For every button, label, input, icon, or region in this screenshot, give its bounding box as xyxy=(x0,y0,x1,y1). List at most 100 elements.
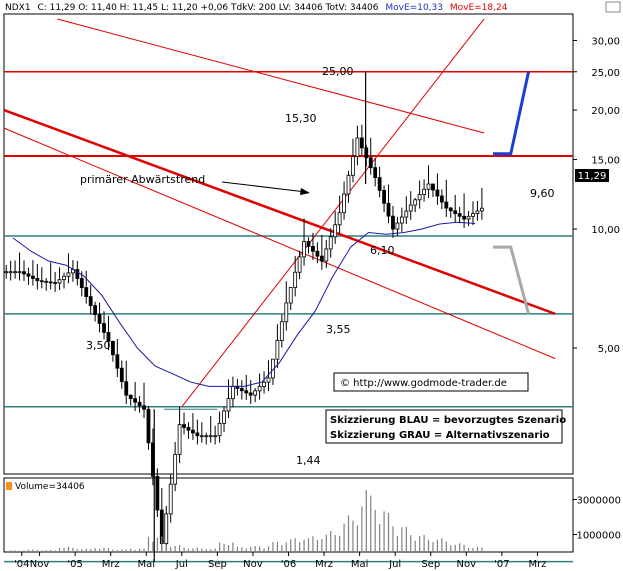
candle-body xyxy=(417,194,422,201)
x-tick-label: Jul xyxy=(175,559,188,570)
candle-body xyxy=(53,282,58,284)
trend-line-1 xyxy=(3,127,556,360)
candle-body xyxy=(8,271,13,274)
candle-body xyxy=(199,435,204,438)
candle-body xyxy=(319,255,324,262)
x-tick-label: '06 xyxy=(281,559,296,570)
candle-body xyxy=(191,429,195,434)
volume-bars: 1000000 3000000 xyxy=(5,489,621,552)
header-quote-values: C: 11,29 O: 11,40 H: 11,45 L: 11,20 +0,0… xyxy=(37,3,378,13)
trend-line-3 xyxy=(57,18,485,134)
candle-body xyxy=(75,269,80,279)
x-tick-label: Nov xyxy=(457,559,477,570)
candle-body xyxy=(48,281,53,284)
x-tick-label: Mrz xyxy=(102,559,120,570)
candle-body xyxy=(279,321,284,341)
candle-body xyxy=(142,405,146,410)
trend-arrow-line xyxy=(221,181,307,193)
x-tick-label: Nov xyxy=(30,559,50,570)
candle-body xyxy=(413,199,418,206)
candle-body xyxy=(382,190,386,204)
candle-body xyxy=(266,377,271,383)
scenario-blue xyxy=(492,71,531,156)
candle-body xyxy=(435,189,440,197)
candle-body xyxy=(208,435,213,438)
candle-body xyxy=(462,215,466,220)
x-tick-label: '04 xyxy=(14,559,29,570)
candle-body xyxy=(231,385,235,400)
candle-body xyxy=(275,340,280,360)
legend-grey-text: Skizzierung GRAU = Alternativszenario xyxy=(330,430,550,441)
candle-body xyxy=(466,215,471,220)
scenario-sketches xyxy=(492,71,531,315)
label-level-25: 25,00 xyxy=(322,65,354,78)
candle-body xyxy=(302,241,306,258)
candle-body xyxy=(306,241,311,247)
candle-body xyxy=(395,222,400,230)
x-tick-label: Mai xyxy=(351,559,369,570)
candle-body xyxy=(448,207,453,212)
price-panel-frame xyxy=(3,13,574,475)
volume-y-tick-label: 1000000 xyxy=(576,531,621,542)
candle-body xyxy=(213,435,218,438)
candle-body xyxy=(30,275,35,279)
y-tick-label: 15,00 xyxy=(591,155,620,166)
candle-body xyxy=(217,422,222,437)
candle-body xyxy=(346,174,351,195)
label-level-610: 6,10 xyxy=(370,244,395,257)
candle-body xyxy=(97,314,102,324)
candle-body xyxy=(351,156,355,176)
y-tick-label: 10,00 xyxy=(591,225,620,236)
candle-body xyxy=(66,272,71,277)
candle-body xyxy=(391,215,395,230)
candle-body xyxy=(399,216,404,224)
candle-body xyxy=(408,204,413,212)
last-price-tag xyxy=(575,169,609,182)
candle-body xyxy=(479,207,484,212)
candle-body xyxy=(248,392,253,396)
legend-box xyxy=(325,409,563,444)
candle-body xyxy=(128,394,133,400)
volume-swatch xyxy=(6,482,12,490)
candle-body xyxy=(359,137,364,149)
candle-body xyxy=(177,424,182,455)
candle-body xyxy=(311,245,315,252)
x-tick-label: Sep xyxy=(208,559,227,570)
candle-body xyxy=(106,331,111,342)
candle-body xyxy=(333,224,338,238)
candle-body xyxy=(439,195,444,203)
candle-body xyxy=(57,279,62,284)
candle-body xyxy=(475,210,480,215)
volume-label: Volume=34406 xyxy=(15,482,85,492)
candle-body xyxy=(337,212,342,226)
candle-body xyxy=(88,296,93,307)
candle-body xyxy=(17,271,22,274)
label-trend: primärer Abwärtstrend xyxy=(80,173,205,186)
candle-body xyxy=(195,432,200,437)
candle-body xyxy=(84,287,89,298)
candle-body xyxy=(13,271,18,274)
corner-marker xyxy=(605,1,621,13)
candle-body xyxy=(324,248,329,262)
candle-body xyxy=(155,476,160,511)
moving-average xyxy=(12,221,476,387)
header-quote: NDX1 C: 11,29 O: 11,40 H: 11,45 L: 11,20… xyxy=(5,3,508,13)
copyright-box xyxy=(333,372,529,392)
candle-body xyxy=(364,147,369,159)
x-tick-label: Nov xyxy=(243,559,263,570)
moving-average-line xyxy=(12,221,476,387)
x-tick-label: Mai xyxy=(137,559,155,570)
candle-body xyxy=(471,213,475,217)
candle-body xyxy=(293,271,298,289)
x-tick-label: Jul xyxy=(388,559,401,570)
copyright-text: © http://www.godmode-trader.de xyxy=(340,378,507,389)
candle-body xyxy=(328,236,333,250)
candle-body xyxy=(257,386,262,392)
x-axis: '04 Nov '05 Mrz Mai Jul Sep Nov '06 Mrz Mai Jul Sep N… xyxy=(14,552,546,570)
label-level-144: 1,44 xyxy=(296,454,321,467)
candle-body xyxy=(253,390,258,396)
candle-body xyxy=(431,183,435,191)
candle-body xyxy=(168,483,173,515)
candle-body xyxy=(422,188,426,195)
trend-arrow-head xyxy=(300,188,310,195)
